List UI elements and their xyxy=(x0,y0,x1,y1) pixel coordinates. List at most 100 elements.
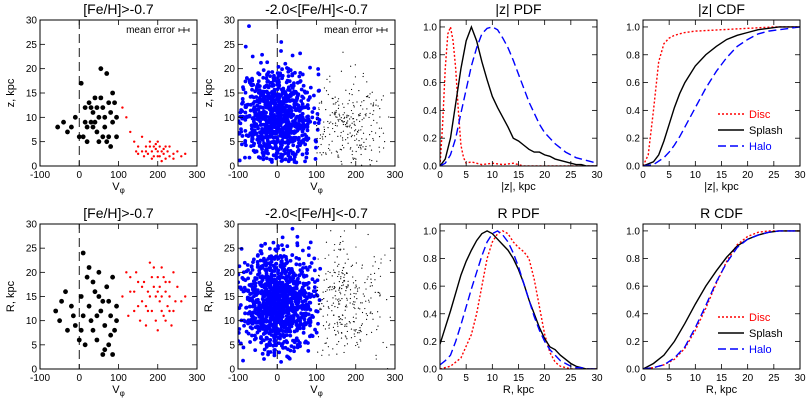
data-point xyxy=(250,326,254,331)
y-tick-label: 10 xyxy=(26,113,38,124)
x-axis-label-subscript: φ xyxy=(120,186,125,195)
data-point xyxy=(295,234,300,239)
data-point xyxy=(90,327,96,333)
data-point xyxy=(335,101,337,104)
data-point xyxy=(361,119,363,121)
x-tick-label: 200 xyxy=(347,170,364,181)
y-axis: 0.0 0.2 0.4 0.6 0.8 1.0 xyxy=(423,22,597,173)
data-point xyxy=(349,322,351,324)
x-tick-label: 0 xyxy=(76,170,82,181)
y-axis: 0.0 0.2 0.4 0.6 0.8 1.0 xyxy=(423,226,597,376)
data-point xyxy=(352,282,355,284)
data-point xyxy=(348,93,351,95)
data-point xyxy=(287,271,292,276)
plot-area xyxy=(55,20,187,166)
y-tick-label: 0.6 xyxy=(626,78,640,89)
data-point xyxy=(362,293,364,295)
data-point xyxy=(272,348,277,352)
data-point xyxy=(347,284,349,286)
x-tick-label: 200 xyxy=(149,373,166,384)
data-point xyxy=(284,314,289,318)
data-point xyxy=(355,246,357,248)
data-point xyxy=(341,298,343,300)
data-point xyxy=(386,346,388,348)
data-point xyxy=(346,114,348,116)
data-point xyxy=(345,139,347,141)
x-tick-label: -100 xyxy=(228,373,248,384)
data-point xyxy=(250,133,255,137)
data-point xyxy=(140,150,144,153)
data-point xyxy=(338,319,340,321)
data-point xyxy=(352,321,355,323)
data-point xyxy=(356,101,358,103)
data-point xyxy=(299,106,303,111)
data-point xyxy=(374,279,376,281)
data-point xyxy=(350,337,353,339)
data-point xyxy=(355,344,357,347)
data-point xyxy=(305,151,309,156)
data-point xyxy=(337,325,339,327)
axes-frame xyxy=(642,19,801,167)
y-axis: 0.0 0.2 0.4 0.6 0.8 1.0 xyxy=(626,226,800,376)
data-point xyxy=(328,354,330,356)
data-point xyxy=(350,127,353,129)
data-point xyxy=(168,295,171,298)
data-point xyxy=(150,309,154,313)
y-tick-label: 0.0 xyxy=(626,365,640,376)
data-point xyxy=(268,111,273,116)
data-point xyxy=(372,137,374,140)
data-point xyxy=(372,104,375,106)
data-point xyxy=(300,152,305,157)
data-point xyxy=(339,286,341,288)
x-axis-label: |z|, kpc xyxy=(501,181,536,193)
data-point xyxy=(333,282,335,284)
data-point xyxy=(318,108,320,111)
data-point xyxy=(305,128,310,133)
data-point xyxy=(334,323,336,325)
data-point xyxy=(294,321,299,326)
data-point xyxy=(355,329,357,331)
legend-label-splash: Splash xyxy=(749,328,783,340)
data-point xyxy=(295,149,300,154)
data-point xyxy=(377,311,379,313)
data-point xyxy=(336,323,339,325)
data-point xyxy=(272,273,277,278)
y-tick-label: 25 xyxy=(224,40,236,51)
y-tick-label: 20 xyxy=(26,64,38,75)
data-point xyxy=(352,112,354,115)
data-point xyxy=(148,261,152,264)
data-point xyxy=(311,93,316,98)
data-point xyxy=(318,266,323,271)
data-point xyxy=(176,150,179,153)
data-point xyxy=(243,110,248,115)
data-point xyxy=(104,284,110,290)
y-axis: 0 5 10 15 20 25 30 xyxy=(26,220,197,376)
data-point xyxy=(296,291,300,296)
data-point xyxy=(306,349,311,353)
legend-label-disc: Disc xyxy=(749,312,771,324)
data-point xyxy=(140,135,144,138)
data-point xyxy=(379,316,381,318)
data-point xyxy=(363,295,365,297)
data-point xyxy=(366,278,368,280)
data-point xyxy=(276,275,280,280)
data-point xyxy=(344,274,346,276)
data-point xyxy=(360,302,362,304)
data-point xyxy=(280,314,285,319)
data-point xyxy=(263,292,268,297)
data-point xyxy=(172,157,175,160)
data-point xyxy=(331,286,333,288)
data-point xyxy=(296,295,301,300)
data-point xyxy=(271,82,275,87)
x-axis-label: Vφ xyxy=(112,181,125,195)
data-point xyxy=(164,280,167,284)
data-point xyxy=(268,296,272,301)
data-point xyxy=(342,240,344,242)
data-point xyxy=(106,298,112,304)
data-point xyxy=(274,296,279,301)
data-point xyxy=(292,135,297,140)
data-point xyxy=(331,112,333,114)
data-point xyxy=(340,337,343,339)
data-point xyxy=(276,93,280,97)
data-point xyxy=(312,268,317,273)
